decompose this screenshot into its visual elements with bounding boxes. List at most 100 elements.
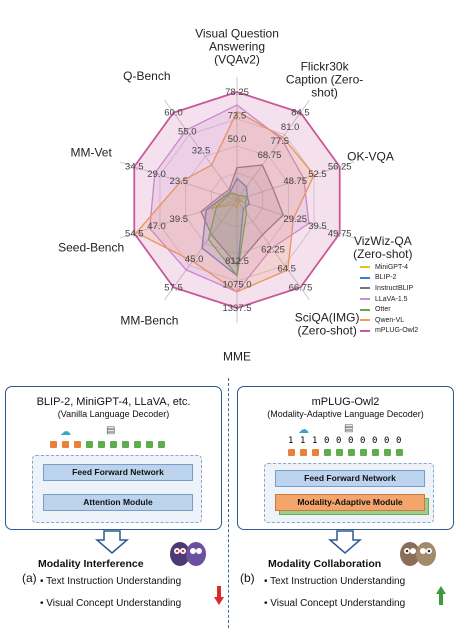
token bbox=[360, 449, 367, 456]
token bbox=[62, 441, 69, 448]
decoder-block: Feed Forward Network Attention Module bbox=[32, 455, 202, 523]
result-item: • Visual Concept Understanding bbox=[264, 598, 406, 609]
axis-label: OK-VQA bbox=[347, 150, 394, 164]
tick-label: 78.25 bbox=[225, 87, 249, 98]
tick-label: 1337.5 bbox=[222, 303, 251, 314]
tick-label: 73.5 bbox=[228, 110, 247, 121]
result-item: • Visual Concept Understanding bbox=[40, 598, 182, 609]
legend-entry: mPLUG-Owl2 bbox=[360, 326, 418, 337]
panel-b: mPLUG-Owl2 (Modality-Adaptive Language D… bbox=[237, 386, 454, 530]
panel-a-title: BLIP-2, MiniGPT-4, LLaVA, etc. bbox=[36, 396, 191, 408]
modality-bit: 0 bbox=[324, 436, 330, 446]
legend-label: Qwen-VL bbox=[375, 316, 405, 324]
axis-line bbox=[164, 199, 238, 300]
feed-forward-module: Feed Forward Network bbox=[275, 470, 425, 487]
tick-label: 23.5 bbox=[170, 176, 189, 187]
tick-label: 56.25 bbox=[328, 162, 352, 173]
tick-label: 812.5 bbox=[225, 256, 249, 267]
axis-label: MME bbox=[223, 350, 251, 364]
result-item: • Text Instruction Understanding bbox=[264, 576, 406, 587]
divider bbox=[228, 378, 229, 628]
token bbox=[336, 449, 343, 456]
axis-label: VizWiz-QA bbox=[354, 234, 412, 248]
modality-bit: 0 bbox=[360, 436, 366, 446]
legend-swatch bbox=[360, 276, 370, 279]
token bbox=[110, 441, 117, 448]
axis-label: Caption (Zero- bbox=[286, 72, 363, 86]
panel-b-title: mPLUG-Owl2 bbox=[311, 396, 380, 408]
token bbox=[122, 441, 129, 448]
legend-label: Otter bbox=[375, 306, 391, 314]
panel-tag-a: (a) bbox=[22, 571, 37, 585]
tick-label: 68.75 bbox=[258, 150, 282, 161]
tick-label: 52.5 bbox=[308, 169, 327, 180]
tick-label: 62.25 bbox=[261, 245, 285, 256]
modality-bit: 0 bbox=[336, 436, 342, 446]
modality-bit: 1 bbox=[288, 436, 294, 446]
legend-entry: BLIP-2 bbox=[360, 273, 418, 284]
token bbox=[372, 449, 379, 456]
result-title-b: Modality Collaboration bbox=[268, 558, 382, 570]
tick-label: 47.0 bbox=[147, 221, 166, 232]
owl-mascot-icon bbox=[400, 542, 436, 566]
token bbox=[312, 449, 319, 456]
text-doc-icon: ▤ bbox=[344, 423, 354, 434]
axis-label: SciQA(IMG) bbox=[295, 311, 360, 325]
axis-label: Answering bbox=[209, 40, 265, 54]
decoder-block: Feed Forward Network Modality-Adaptive M… bbox=[264, 463, 434, 523]
radar-chart: 50.073.578.2568.7577.581.084.548.7552.55… bbox=[58, 27, 412, 364]
text-doc-icon: ▤ bbox=[106, 425, 116, 436]
tick-label: 45.0 bbox=[185, 254, 204, 265]
token bbox=[98, 441, 105, 448]
legend-swatch bbox=[360, 308, 370, 311]
modality-bit: 1 bbox=[300, 436, 306, 446]
axis-line bbox=[236, 161, 355, 201]
tick-label: 60.0 bbox=[164, 108, 183, 119]
token bbox=[348, 449, 355, 456]
attention-module: Attention Module bbox=[43, 494, 193, 511]
tick-label: 39.5 bbox=[308, 221, 327, 232]
tick-label: 57.5 bbox=[164, 282, 183, 293]
axis-label: (VQAv2) bbox=[214, 53, 260, 67]
axis-label: MM-Vet bbox=[70, 146, 112, 160]
legend-entry: LLaVA-1.5 bbox=[360, 294, 418, 305]
tick-label: 1075.0 bbox=[222, 280, 251, 291]
tick-label: 39.5 bbox=[170, 214, 189, 225]
tick-label: 55.0 bbox=[178, 127, 197, 138]
token bbox=[74, 441, 81, 448]
legend-swatch bbox=[360, 287, 370, 290]
legend-entry: MiniGPT-4 bbox=[360, 262, 418, 273]
tick-label: 49.75 bbox=[328, 228, 352, 239]
token bbox=[158, 441, 165, 448]
legend-label: MiniGPT-4 bbox=[375, 263, 409, 271]
axis-label: Visual Question bbox=[195, 27, 279, 41]
tick-label: 48.75 bbox=[283, 176, 307, 187]
down-arrow-icon bbox=[328, 530, 362, 554]
legend: MiniGPT-4 BLIP-2 InstructBLIP LLaVA-1.5 Otte… bbox=[360, 262, 418, 336]
axis-line bbox=[119, 161, 238, 201]
panel-b-subtitle: (Modality-Adaptive Language Decoder) bbox=[267, 409, 424, 419]
axis-label: Seed-Bench bbox=[58, 240, 124, 254]
axis-label: (Zero-shot) bbox=[297, 324, 356, 338]
legend-entry: Qwen-VL bbox=[360, 315, 418, 326]
tick-label: 50.0 bbox=[228, 134, 247, 145]
up-green-arrow-icon bbox=[436, 586, 446, 605]
tick-label: 29.25 bbox=[283, 214, 307, 225]
legend-label: InstructBLIP bbox=[375, 284, 414, 292]
token bbox=[324, 449, 331, 456]
panel-a-subtitle: (Vanilla Language Decoder) bbox=[57, 409, 170, 419]
legend-label: BLIP-2 bbox=[375, 274, 397, 282]
axis-label: (Zero-shot) bbox=[353, 247, 412, 261]
legend-label: mPLUG-Owl2 bbox=[375, 327, 419, 335]
tick-label: 54.5 bbox=[125, 228, 144, 239]
legend-swatch bbox=[360, 298, 370, 301]
axis-label: Flickr30k bbox=[301, 59, 350, 73]
series-mplug-owl2 bbox=[133, 91, 341, 309]
token bbox=[86, 441, 93, 448]
image-icon: ☁ bbox=[60, 426, 71, 438]
tick-label: 77.5 bbox=[271, 136, 290, 147]
feed-forward-module: Feed Forward Network bbox=[43, 464, 193, 481]
series-otter bbox=[207, 192, 249, 278]
modality-bit: 1 bbox=[312, 436, 318, 446]
token bbox=[134, 441, 141, 448]
